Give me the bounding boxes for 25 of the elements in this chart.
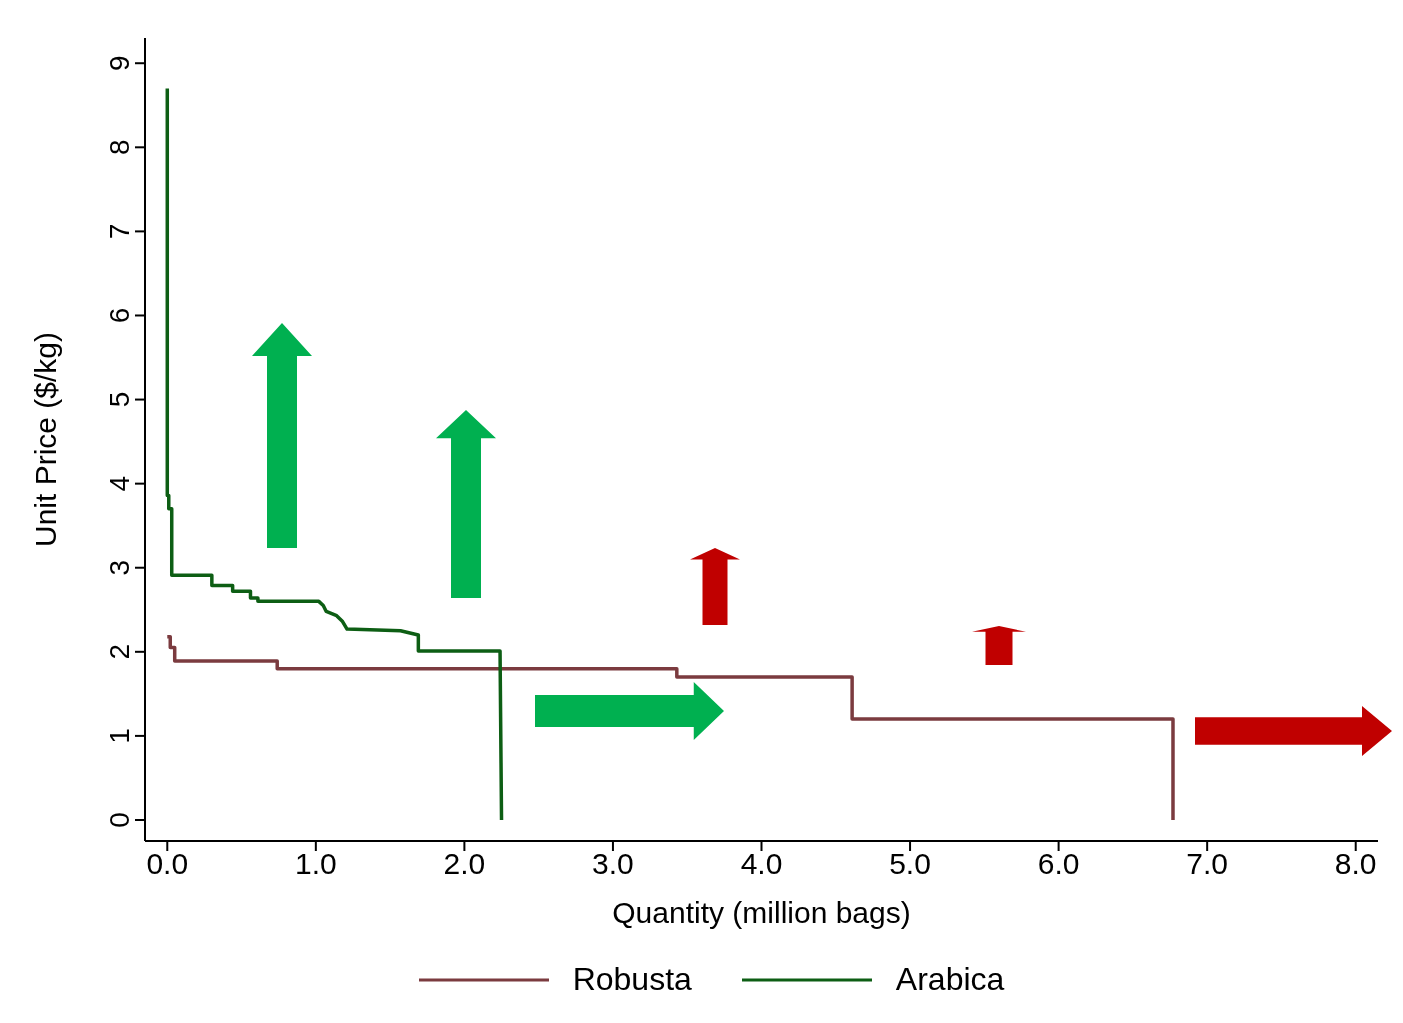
y-tick-label: 4 <box>104 475 135 492</box>
y-axis-title: Unit Price ($/kg) <box>28 331 62 548</box>
x-tick-label: 4.0 <box>740 847 783 881</box>
y-tick-label: 7 <box>104 223 135 240</box>
y-tick-label: 3 <box>104 559 135 576</box>
x-tick-label: 2.0 <box>443 847 486 881</box>
legend-label: Robusta <box>572 961 692 998</box>
y-tick-label: 5 <box>104 391 135 408</box>
y-tick-label: 1 <box>104 728 135 744</box>
x-tick-label: 8.0 <box>1334 847 1377 881</box>
x-tick-label: 3.0 <box>592 847 634 881</box>
legend-label: Arabica <box>895 961 1005 998</box>
y-tick-label: 9 <box>104 55 135 72</box>
y-tick-label: 6 <box>104 307 135 324</box>
x-tick-label: 0.0 <box>146 847 189 881</box>
x-tick-label: 5.0 <box>889 847 931 881</box>
line-series <box>165 634 1175 822</box>
x-tick-label: 1.0 <box>294 847 337 881</box>
x-tick-label: 7.0 <box>1186 847 1229 881</box>
y-tick-label: 8 <box>104 139 135 156</box>
y-tick-label: 0 <box>104 812 135 828</box>
x-axis-title: Quantity (million bags) <box>612 896 911 929</box>
y-tick-label: 2 <box>104 644 135 660</box>
line-series <box>165 86 504 822</box>
x-tick-label: 6.0 <box>1037 847 1080 881</box>
